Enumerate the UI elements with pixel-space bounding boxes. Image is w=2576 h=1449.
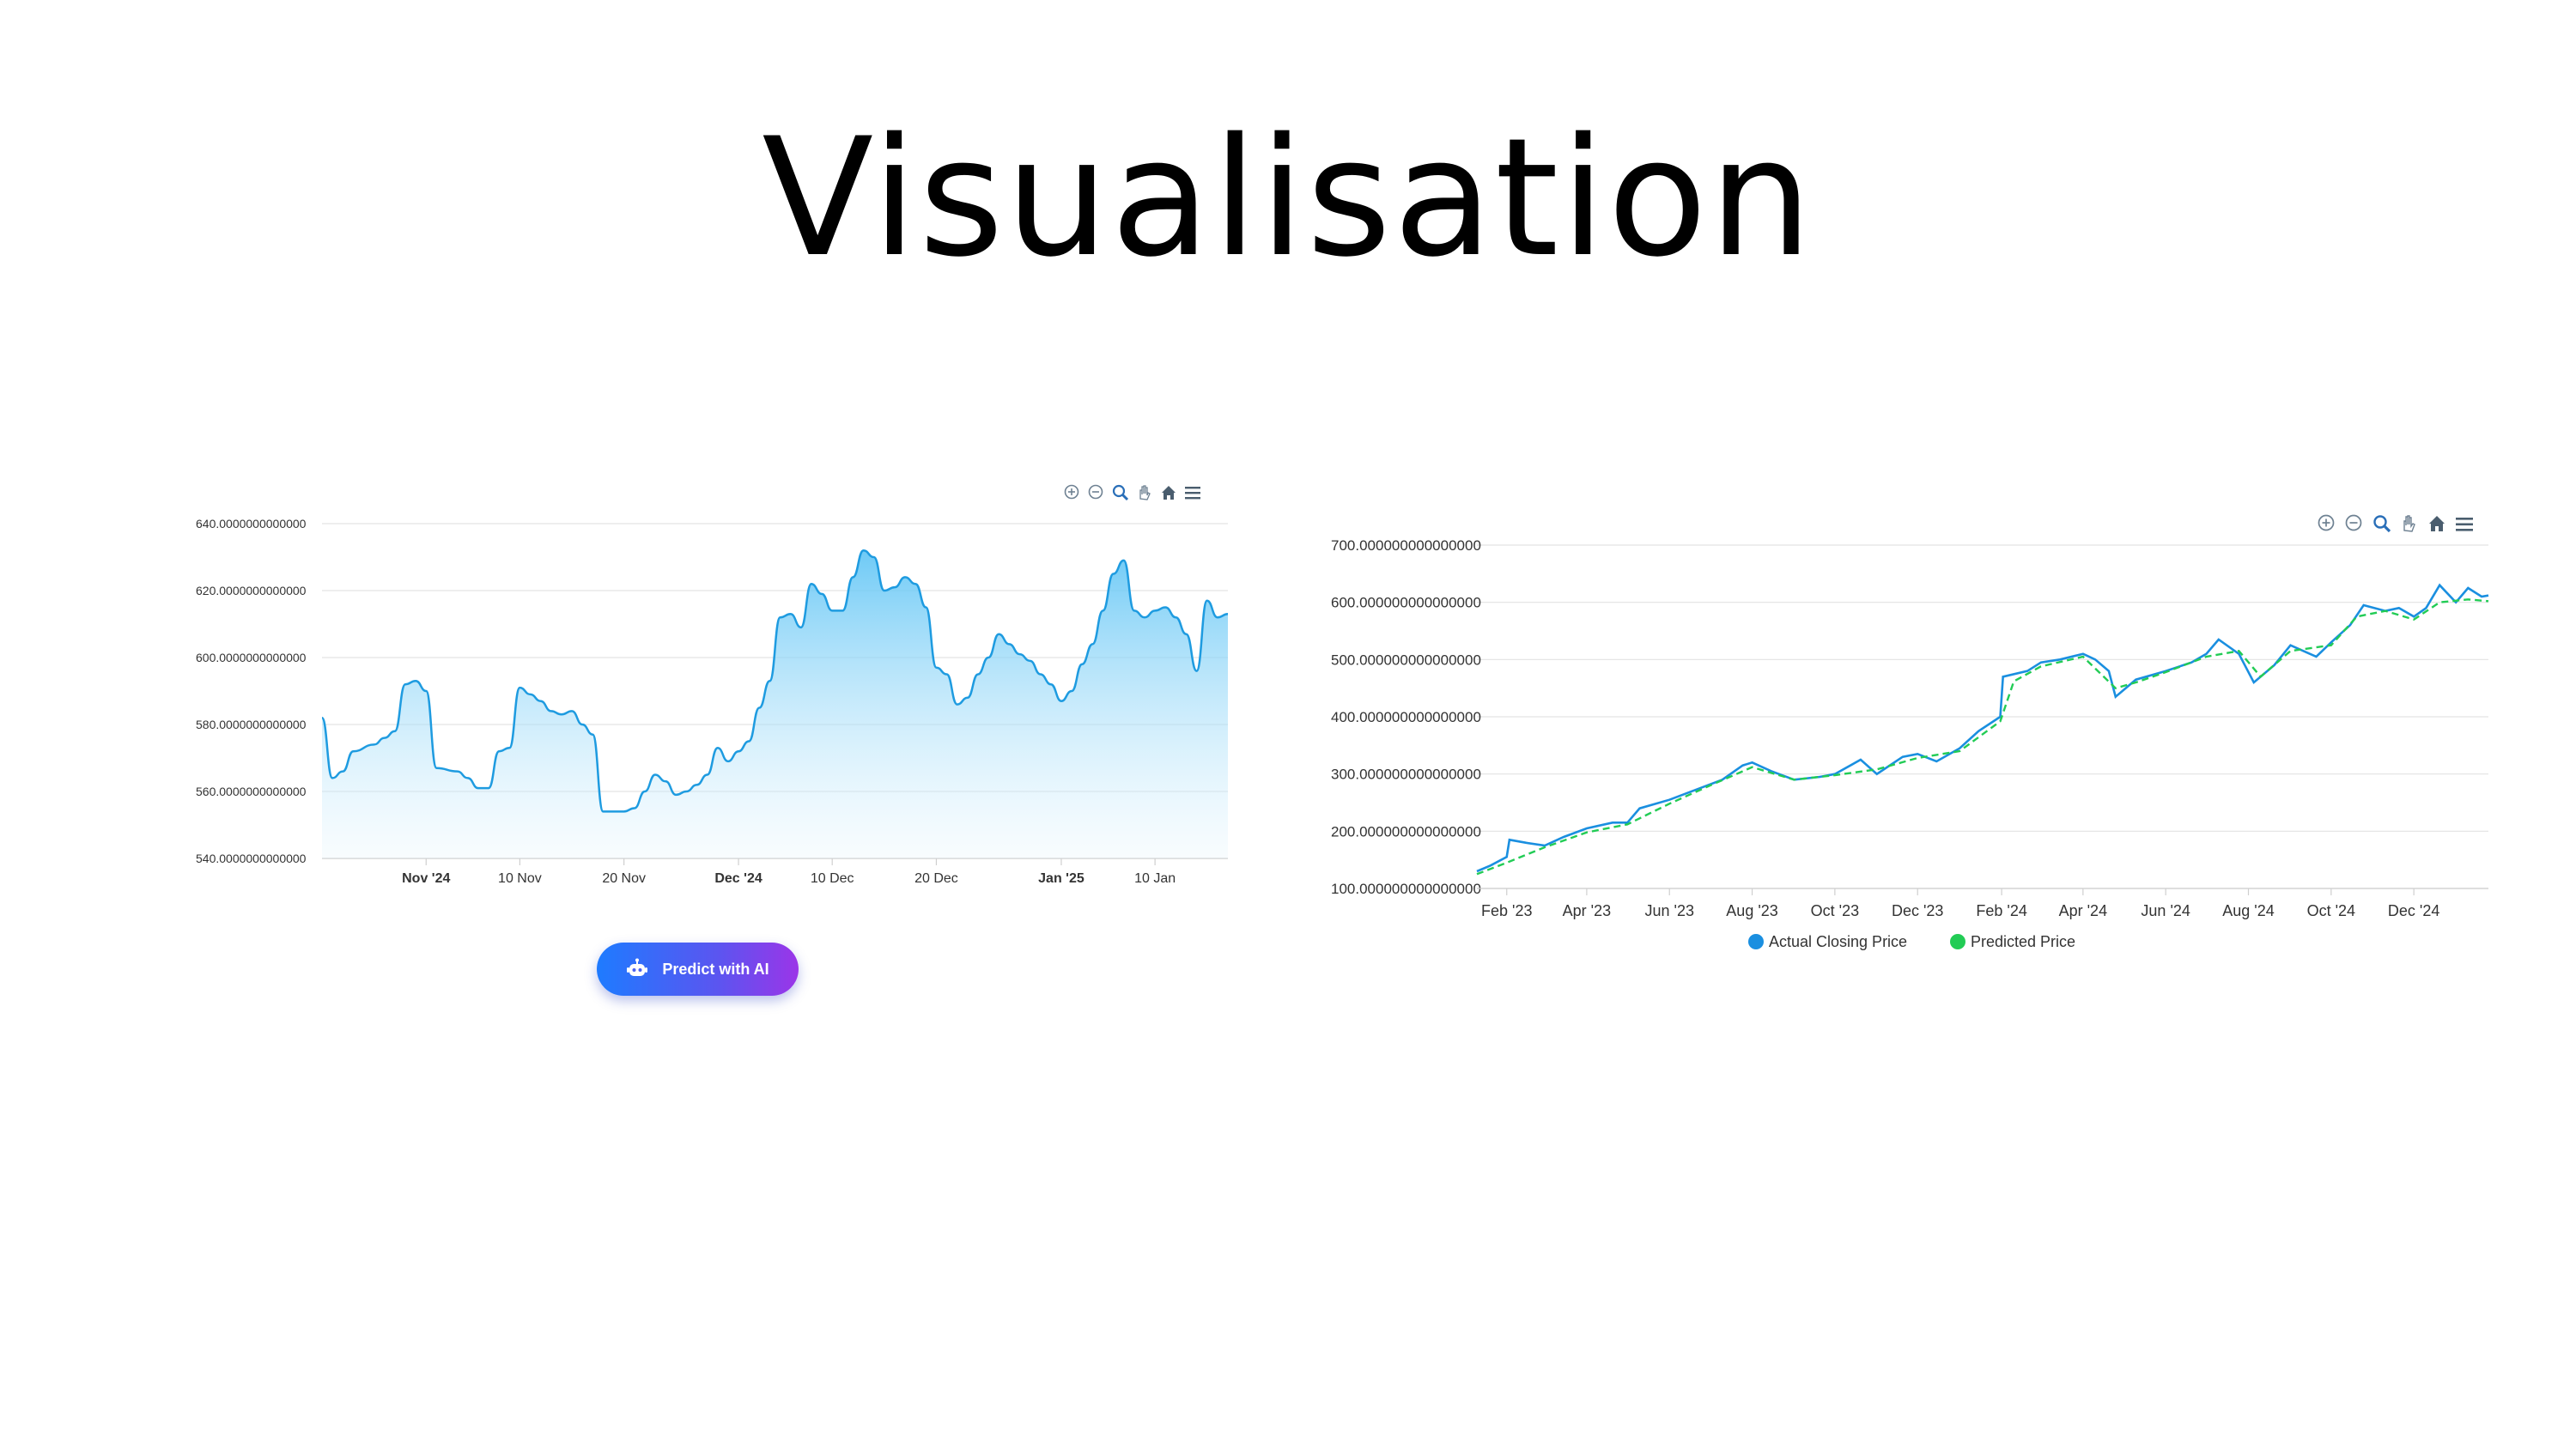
y-tick-label: 540.0000000000000 (196, 852, 307, 865)
robot-icon (627, 958, 648, 976)
y-tick-label: 600.000000000000000 (1331, 595, 1481, 611)
legend-item[interactable]: Predicted Price (1950, 933, 2075, 950)
predict-with-ai-button[interactable]: Predict with AI (597, 943, 799, 996)
x-tick-label: Nov '24 (402, 871, 450, 886)
x-tick-label: Jun '24 (2141, 902, 2190, 919)
y-axis: 540.0000000000000 560.0000000000000 580.00… (196, 517, 307, 865)
x-axis: Nov '24 10 Nov 20 Nov Dec '24 10 Dec 20 Dec Ja… (322, 858, 1228, 886)
y-tick-label: 500.000000000000000 (1331, 652, 1481, 668)
y-tick-label: 200.000000000000000 (1331, 823, 1481, 840)
x-tick-label: Dec '24 (714, 871, 762, 886)
x-tick-label: Feb '23 (1481, 902, 1532, 919)
y-tick-label: 640.0000000000000 (196, 517, 307, 530)
legend[interactable]: Actual Closing Price Predicted Price (1748, 933, 2075, 950)
chart-toolbar[interactable] (2318, 514, 2474, 533)
menu-icon[interactable] (2456, 518, 2473, 531)
x-tick-label: Feb '24 (1976, 902, 2026, 919)
x-axis: Feb '23 Apr '23 Jun '23 Aug '23 Oct '23 Dec '… (1477, 888, 2488, 919)
menu-icon[interactable] (1185, 487, 1200, 500)
x-tick-label: 20 Nov (602, 871, 646, 886)
y-axis: 100.000000000000000 200.000000000000000 30… (1331, 537, 1481, 897)
pan-hand-icon[interactable] (2403, 515, 2415, 532)
x-tick-label: Oct '23 (1811, 902, 1859, 919)
x-tick-label: 10 Jan (1134, 871, 1176, 886)
legend-item[interactable]: Actual Closing Price (1748, 933, 1907, 950)
series-line-actual[interactable] (1476, 583, 2489, 873)
actual-vs-predicted-chart[interactable]: 100.000000000000000 200.000000000000000 30… (1305, 506, 2499, 970)
x-tick-label: Apr '24 (2059, 902, 2107, 919)
x-tick-label: Dec '24 (2388, 902, 2439, 919)
y-tick-label: 100.000000000000000 (1331, 881, 1481, 897)
chart-toolbar[interactable] (1064, 484, 1201, 501)
home-reset-icon[interactable] (2429, 516, 2445, 531)
x-tick-label: Oct '24 (2307, 902, 2355, 919)
x-tick-label: 10 Nov (498, 871, 542, 886)
legend-marker (1950, 934, 1965, 949)
zoom-selection-icon[interactable] (1112, 484, 1129, 501)
y-tick-label: 300.000000000000000 (1331, 767, 1481, 783)
series-line-predicted[interactable] (1476, 598, 2489, 876)
zoom-in-icon[interactable] (2318, 514, 2335, 531)
home-reset-icon[interactable] (1162, 486, 1176, 500)
x-tick-label: Dec '23 (1892, 902, 1943, 919)
series-area-fill (322, 550, 1228, 858)
series-line[interactable] (320, 549, 1229, 813)
pan-hand-icon[interactable] (1139, 485, 1151, 500)
price-area-chart[interactable]: 540.0000000000000 560.0000000000000 580.00… (180, 476, 1236, 897)
zoom-selection-icon[interactable] (2373, 515, 2391, 533)
x-tick-label: Jan '25 (1038, 871, 1084, 886)
x-tick-label: 10 Dec (811, 871, 854, 886)
y-tick-label: 560.0000000000000 (196, 785, 307, 798)
y-tick-label: 400.000000000000000 (1331, 709, 1481, 725)
y-tick-label: 620.0000000000000 (196, 584, 307, 597)
y-gridlines (1477, 544, 2488, 889)
legend-label: Predicted Price (1971, 933, 2075, 950)
slide-title: Visualisation (762, 103, 1814, 293)
legend-marker (1748, 934, 1764, 949)
x-tick-label: Aug '24 (2222, 902, 2275, 919)
y-tick-label: 700.000000000000000 (1331, 537, 1481, 554)
x-tick-label: Aug '23 (1726, 902, 1778, 919)
zoom-in-icon[interactable] (1064, 484, 1079, 500)
zoom-out-icon[interactable] (1088, 484, 1103, 500)
predict-button-label: Predict with AI (662, 960, 769, 978)
x-tick-label: 20 Dec (914, 871, 958, 886)
x-tick-label: Apr '23 (1563, 902, 1611, 919)
y-tick-label: 580.0000000000000 (196, 718, 307, 731)
legend-label: Actual Closing Price (1769, 933, 1907, 950)
y-tick-label: 600.0000000000000 (196, 651, 307, 664)
zoom-out-icon[interactable] (2345, 514, 2362, 531)
x-tick-label: Jun '23 (1644, 902, 1693, 919)
